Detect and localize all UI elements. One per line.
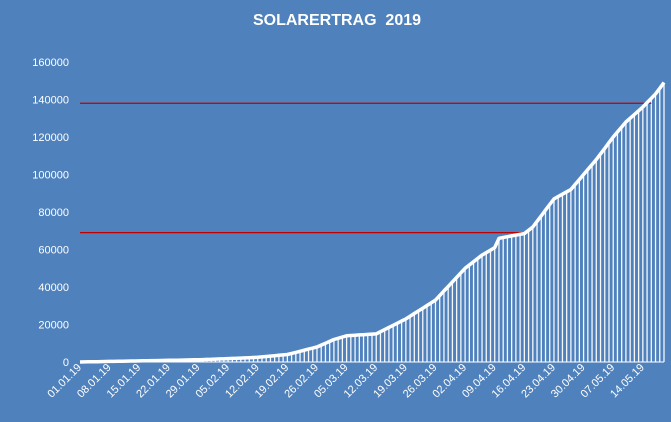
y-tick-label: 140000 — [32, 95, 69, 107]
y-tick-label: 20000 — [38, 320, 69, 332]
y-tick-label: 100000 — [32, 170, 69, 182]
x-axis: 01.01.1908.01.1915.01.1922.01.1929.01.19… — [45, 361, 664, 400]
y-axis: 0 20000 40000 60000 80000 100000 120000 140000 1… — [32, 57, 69, 369]
y-tick-label: 120000 — [32, 132, 69, 144]
y-tick-label: 80000 — [38, 207, 69, 219]
cumulative-line — [79, 81, 666, 364]
y-tick-label: 0 — [63, 357, 69, 369]
cumulative-line-layer — [79, 81, 666, 364]
y-tick-label: 40000 — [38, 282, 69, 294]
chart-title: SOLARERTRAG 2019 — [253, 12, 421, 29]
y-tick-label: 60000 — [38, 245, 69, 257]
y-tick-label: 160000 — [32, 57, 69, 69]
reference-lines — [80, 102, 652, 234]
daily-bars — [83, 82, 665, 362]
